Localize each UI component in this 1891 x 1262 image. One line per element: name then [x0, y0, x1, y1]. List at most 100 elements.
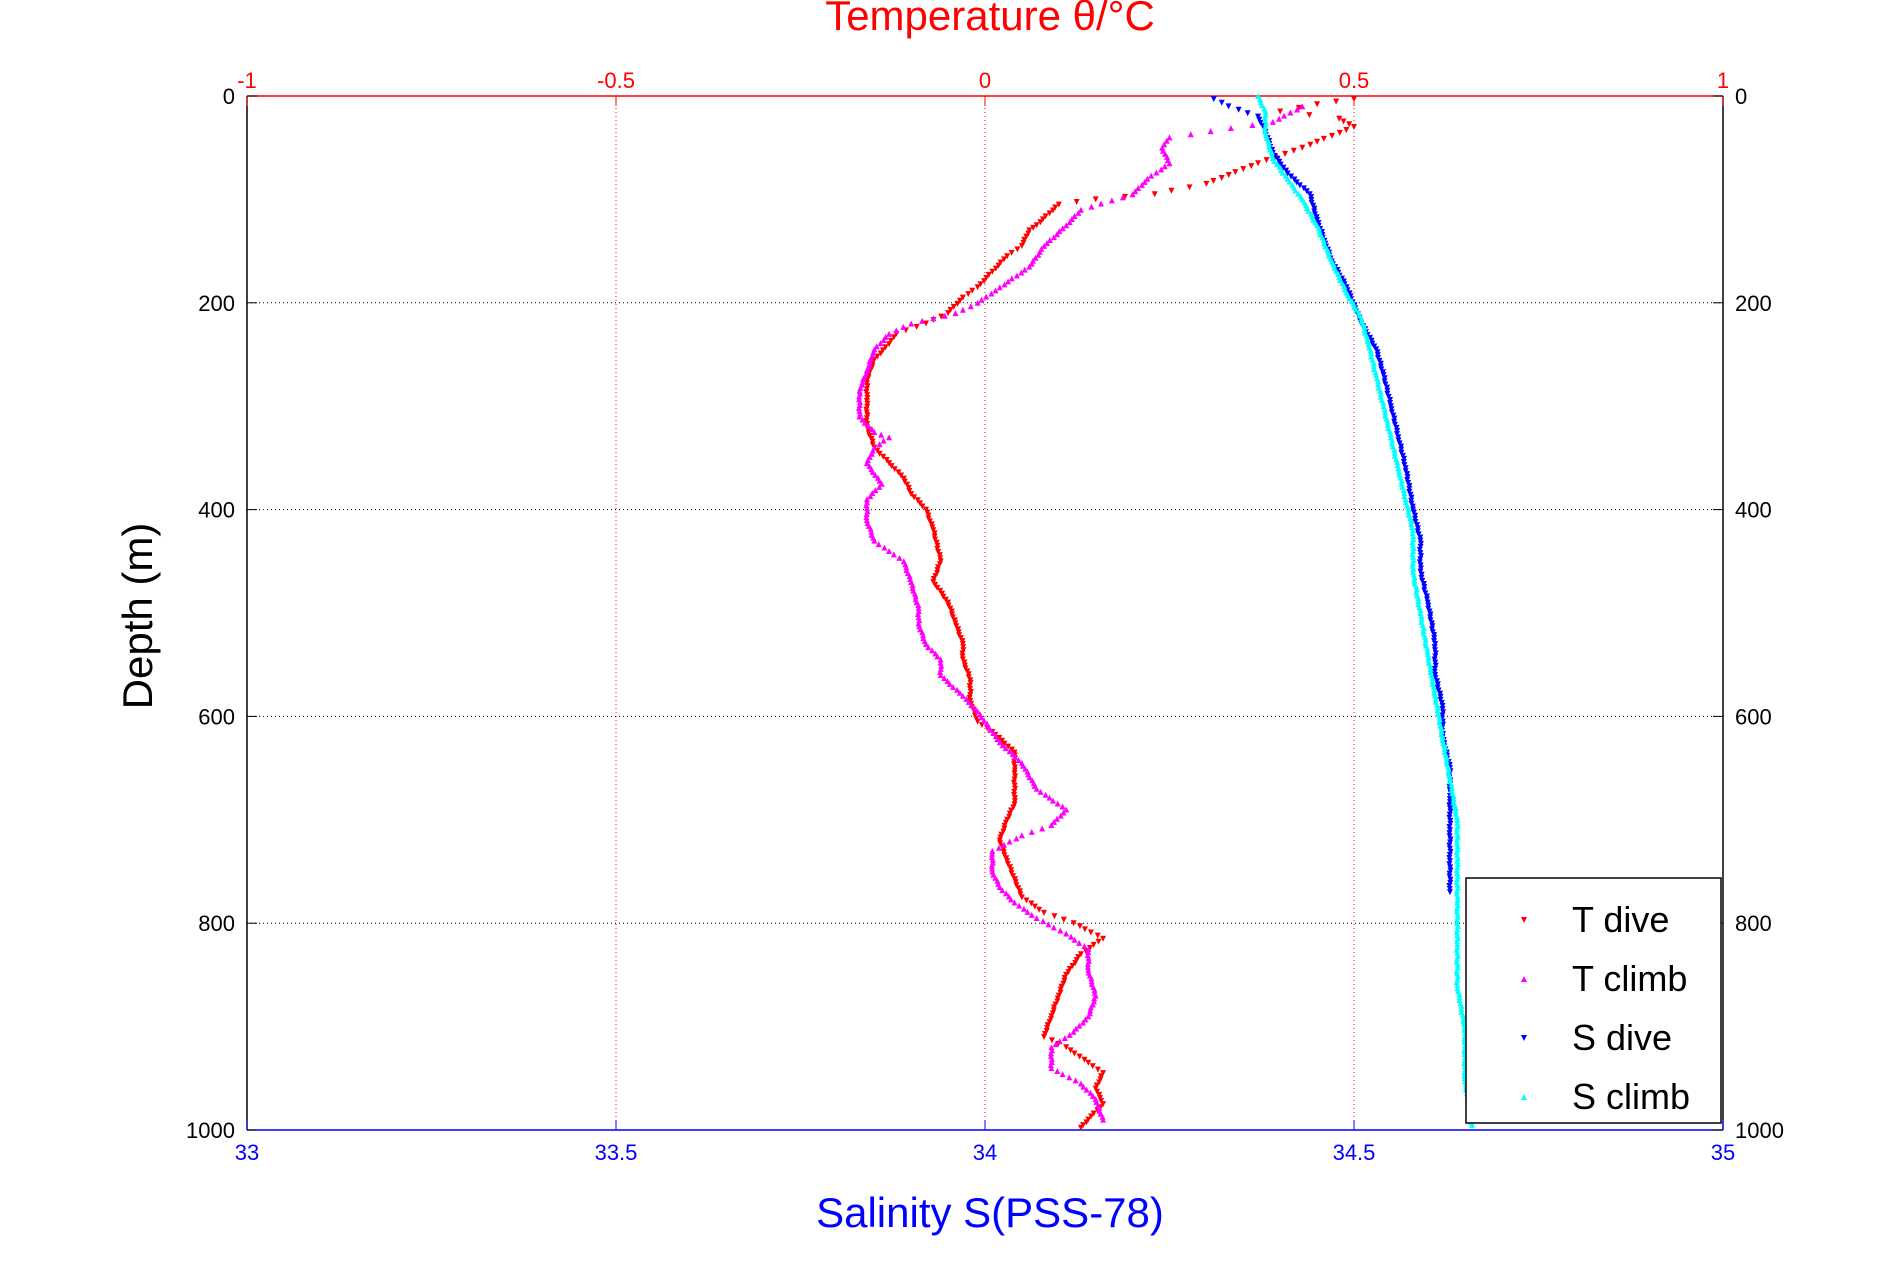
data-point [989, 865, 996, 872]
data-point [1446, 833, 1453, 840]
data-point [1447, 876, 1454, 883]
data-point [1085, 1059, 1092, 1066]
data-point [1380, 372, 1387, 379]
data-point [1011, 788, 1018, 795]
left-tick-label: 200 [198, 291, 235, 316]
data-point [922, 641, 929, 648]
data-point [883, 456, 890, 463]
data-point [933, 539, 940, 546]
data-point [1023, 233, 1030, 240]
data-point [931, 530, 938, 537]
data-point [983, 274, 990, 281]
data-point [1066, 1031, 1073, 1038]
data-point [971, 705, 978, 712]
data-point [1076, 923, 1083, 930]
data-point [1006, 838, 1013, 845]
data-point [1333, 267, 1340, 274]
data-point [1384, 387, 1391, 394]
data-point [981, 278, 988, 285]
data-point [1041, 909, 1048, 916]
data-point [1288, 173, 1295, 180]
data-point [1409, 559, 1416, 566]
data-point [1388, 406, 1395, 413]
data-point [992, 265, 999, 272]
data-point [1041, 242, 1048, 249]
data-point [1084, 960, 1091, 967]
data-point [1098, 1098, 1105, 1105]
data-point [1235, 106, 1242, 113]
data-point [938, 662, 945, 669]
data-point [989, 847, 996, 854]
data-point [1389, 437, 1396, 444]
data-point [1008, 807, 1015, 814]
data-point [1020, 905, 1027, 912]
data-point [1028, 900, 1035, 907]
data-point [1447, 808, 1454, 815]
data-point [1388, 409, 1395, 416]
data-point [978, 714, 985, 721]
legend-marker-s-climb [1521, 1094, 1527, 1100]
chart-title: Temperature θ/°C [825, 0, 1155, 39]
data-point [1012, 876, 1019, 883]
data-point [895, 469, 902, 476]
data-point [1028, 911, 1035, 918]
data-point [1020, 239, 1027, 246]
data-point [1045, 921, 1052, 928]
data-point [1051, 913, 1058, 920]
data-point [1434, 678, 1441, 685]
data-point [1446, 886, 1453, 893]
data-point [1454, 973, 1461, 980]
data-point [1445, 769, 1452, 776]
data-point [1306, 112, 1313, 119]
data-point [1400, 486, 1407, 493]
data-point [1003, 890, 1010, 897]
data-point [1364, 335, 1371, 342]
data-point [1085, 949, 1092, 956]
data-point [1452, 807, 1459, 814]
data-point [1225, 103, 1232, 110]
data-point [1469, 1121, 1476, 1128]
data-point [1046, 794, 1053, 801]
data-point [1129, 191, 1136, 198]
data-point [1168, 187, 1175, 194]
data-point [1097, 1094, 1104, 1101]
data-point [1454, 813, 1461, 820]
left-tick-label: 400 [198, 498, 235, 523]
data-point [863, 502, 870, 509]
data-point [1004, 253, 1011, 260]
data-point [880, 453, 887, 460]
data-point [989, 856, 996, 863]
data-point [1218, 99, 1225, 106]
data-point [1076, 1053, 1083, 1060]
data-point [1307, 141, 1314, 148]
data-point [1446, 802, 1453, 809]
data-point [1138, 181, 1145, 188]
data-point [937, 668, 944, 675]
data-point [1453, 887, 1460, 894]
data-point [1453, 929, 1460, 936]
data-point [915, 604, 922, 611]
left-tick-label: 0 [223, 84, 235, 109]
data-point [999, 742, 1006, 749]
data-point [1447, 839, 1454, 846]
data-point [1262, 108, 1269, 115]
data-point [1446, 845, 1453, 852]
data-point [915, 620, 922, 627]
data-point [1432, 675, 1439, 682]
data-point [1054, 231, 1061, 238]
data-point [1395, 465, 1402, 472]
data-point [1026, 263, 1033, 270]
data-point [1454, 982, 1461, 989]
data-point [1434, 707, 1441, 714]
data-point [1255, 113, 1262, 120]
data-point [1024, 908, 1031, 915]
data-point [859, 416, 866, 423]
data-point [937, 555, 944, 562]
data-point [1033, 915, 1040, 922]
data-point [857, 410, 864, 417]
data-point [1370, 362, 1377, 369]
data-point [1255, 160, 1262, 167]
data-point [1418, 571, 1425, 578]
data-point [1282, 150, 1289, 157]
